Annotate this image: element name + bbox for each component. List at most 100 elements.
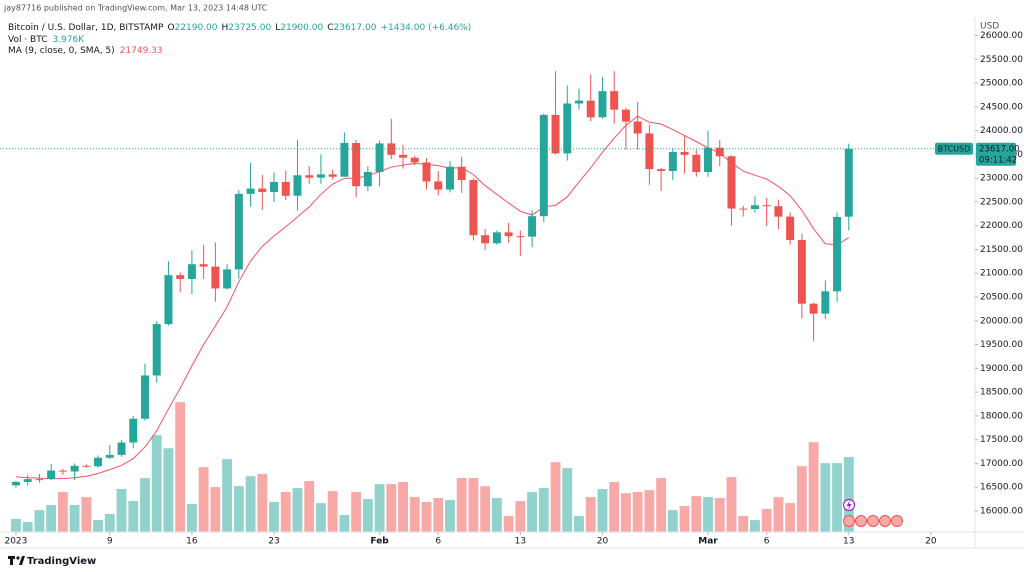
candle-body (363, 171, 372, 187)
candle-body (281, 181, 290, 196)
candle-body (293, 175, 302, 196)
plot-area (11, 71, 854, 532)
volume-bar (104, 514, 115, 532)
candle-body (399, 154, 408, 158)
volume-bar (574, 515, 584, 532)
candle-body (117, 442, 126, 455)
candle-body (234, 193, 243, 270)
last-price-countdown: 09:11:42 (979, 155, 1017, 165)
volume-bar (151, 435, 162, 532)
volume-bar (644, 490, 655, 532)
x-tick-label: 9 (107, 537, 113, 547)
flag-icon[interactable] (867, 515, 879, 527)
candle-body (727, 156, 736, 209)
volume-bar (198, 467, 209, 532)
footer-brand: TradingView (27, 556, 96, 567)
volume-bar (316, 503, 326, 532)
volume-bar (609, 482, 620, 532)
y-tick-label: 18000.00 (980, 411, 1023, 421)
y-tick-label: 16500.00 (980, 483, 1023, 493)
candle-body (340, 142, 349, 177)
candle-body (598, 91, 607, 118)
candle-body (457, 166, 466, 181)
volume-bar (632, 492, 643, 532)
volume-bar (562, 468, 573, 532)
volume-bar (69, 505, 80, 532)
volume-legend: Vol · BTC 3.976K (8, 35, 85, 45)
volume-bar (679, 505, 690, 532)
candle-body (821, 291, 830, 314)
flag-icon[interactable] (855, 515, 867, 527)
candle-body (633, 121, 642, 134)
x-tick-label: 20 (925, 537, 937, 547)
volume-bar (327, 491, 338, 532)
candle-body (187, 264, 196, 279)
x-tick-label: Mar (698, 537, 718, 547)
ohlc-value: 23617.00 (334, 23, 377, 33)
volume-bar (656, 478, 667, 532)
volume-bar (585, 497, 596, 532)
volume-bar (210, 487, 221, 532)
candle-body (246, 188, 255, 194)
flag-icon[interactable] (879, 515, 891, 527)
volume-bar (785, 503, 796, 532)
volume-bar (480, 486, 491, 532)
y-tick-label: 17500.00 (980, 435, 1023, 445)
ma-legend: MA (9, close, 0, SMA, 5) 21749.33 (8, 46, 163, 56)
volume-bar (421, 502, 432, 532)
volume-bar (761, 508, 772, 532)
candle-body (152, 324, 161, 376)
volume-bar (796, 466, 807, 532)
candle-body (164, 275, 173, 325)
flag-icon[interactable] (891, 515, 903, 527)
candle-body (58, 470, 67, 472)
candle-body (504, 232, 513, 237)
volume-bar (691, 496, 702, 532)
candle-body (797, 239, 806, 304)
flag-icon[interactable] (843, 515, 855, 527)
x-tick-label: 16 (186, 537, 198, 547)
volume-bar (527, 492, 538, 532)
published-note: jay87716 published on TradingView.com, M… (3, 4, 268, 13)
candle-body (70, 465, 79, 472)
volume-bar (245, 476, 256, 532)
candle-body (528, 216, 537, 237)
candle-body (11, 481, 20, 486)
volume-bar (339, 515, 350, 532)
last-price-label: 23617.00 (979, 144, 1020, 154)
candle-body (410, 157, 419, 163)
y-tick-label: 19000.00 (980, 364, 1023, 374)
candle-body (492, 232, 501, 244)
last-price-symbol: BTCUSD (938, 144, 971, 153)
ohlc-key: H (222, 23, 229, 33)
ohlc-value: 22190.00 (175, 23, 218, 33)
volume-bar (304, 481, 315, 532)
volume-last: 3.976K (52, 35, 85, 45)
candle-body (551, 114, 560, 154)
candle-body (610, 91, 619, 110)
candle-body (258, 188, 267, 192)
volume-bar (34, 510, 45, 532)
volume-bar (703, 497, 713, 532)
candle-body (316, 174, 325, 178)
x-tick-label: 2023 (4, 537, 27, 547)
y-tick-label: 16000.00 (980, 506, 1023, 516)
volume-bar (515, 501, 526, 532)
ma-name: MA (9, close, 0, SMA, 5) (8, 46, 115, 56)
candle-body (668, 151, 677, 172)
candle-body (270, 181, 279, 192)
volume-bar (773, 497, 784, 532)
candle-body (305, 175, 314, 178)
symbol-legend: Bitcoin / U.S. Dollar, 1D, BITSTAMP O2219… (8, 23, 471, 33)
x-tick-label: 6 (435, 537, 441, 547)
candle-body (786, 216, 795, 240)
volume-bar (175, 402, 186, 532)
volume-bar (620, 493, 631, 532)
volume-bar (116, 488, 127, 532)
event-icons[interactable] (842, 498, 903, 527)
candle-body (375, 143, 384, 172)
volume-bar (832, 463, 842, 532)
candle-body (844, 148, 853, 217)
candle-body (82, 465, 91, 467)
